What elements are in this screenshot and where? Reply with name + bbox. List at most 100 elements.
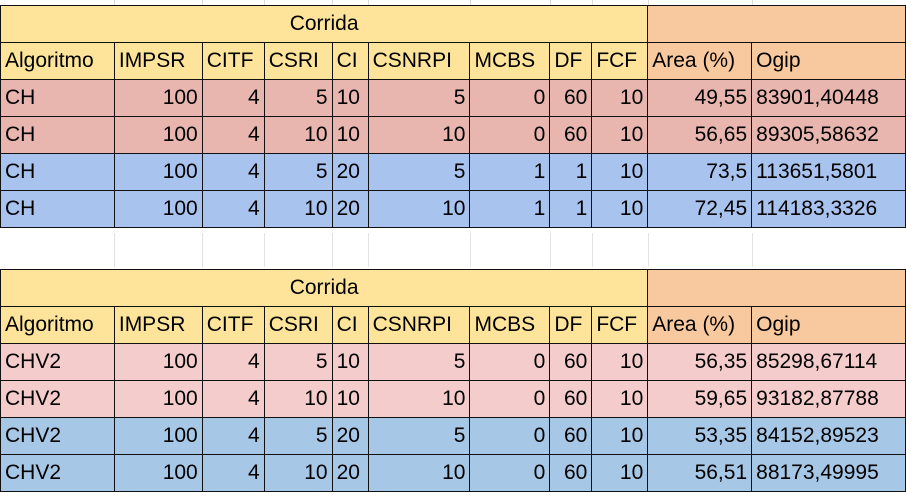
header-impsr[interactable]: IMPSR — [113, 306, 203, 344]
table-title[interactable]: Corrida — [0, 5, 649, 43]
table-title[interactable]: Corrida — [0, 269, 649, 307]
cell[interactable]: 4 — [201, 116, 265, 154]
cell[interactable]: CH — [0, 190, 115, 228]
cell[interactable]: 10 — [591, 116, 649, 154]
cell[interactable]: CH — [0, 153, 115, 191]
header-ci[interactable]: CI — [331, 306, 369, 344]
cell[interactable]: 113651,5801 — [751, 153, 906, 191]
cell[interactable]: 100 — [113, 79, 203, 117]
cell[interactable]: 10 — [331, 380, 369, 418]
cell[interactable]: 20 — [331, 417, 369, 455]
cell[interactable]: 0 — [469, 380, 551, 418]
cell[interactable]: 60 — [549, 343, 593, 381]
header-csri[interactable]: CSRI — [263, 306, 333, 344]
cell[interactable]: 4 — [201, 454, 265, 492]
cell[interactable]: CHV2 — [0, 454, 115, 492]
cell[interactable]: 100 — [113, 454, 203, 492]
cell[interactable]: 0 — [469, 116, 551, 154]
cell[interactable]: 60 — [549, 116, 593, 154]
header-fcf[interactable]: FCF — [591, 42, 649, 80]
cell[interactable]: 4 — [201, 380, 265, 418]
title-cell-blank[interactable] — [647, 269, 906, 307]
cell[interactable]: 5 — [263, 343, 333, 381]
cell[interactable]: 10 — [591, 79, 649, 117]
cell[interactable]: CHV2 — [0, 417, 115, 455]
cell[interactable]: 1 — [469, 153, 551, 191]
header-algoritmo[interactable]: Algoritmo — [0, 306, 115, 344]
header-fcf[interactable]: FCF — [591, 306, 649, 344]
cell[interactable]: 4 — [201, 190, 265, 228]
header-area[interactable]: Area (%) — [647, 42, 753, 80]
cell[interactable]: 100 — [113, 153, 203, 191]
cell[interactable]: 10 — [367, 190, 471, 228]
cell[interactable]: 114183,3326 — [751, 190, 906, 228]
cell[interactable]: CH — [0, 79, 115, 117]
cell[interactable]: 10 — [591, 454, 649, 492]
cell[interactable]: 10 — [591, 153, 649, 191]
title-cell-blank[interactable] — [647, 5, 906, 43]
cell[interactable]: CHV2 — [0, 380, 115, 418]
cell[interactable]: 93182,87788 — [751, 380, 906, 418]
header-citf[interactable]: CITF — [201, 42, 265, 80]
header-impsr[interactable]: IMPSR — [113, 42, 203, 80]
cell[interactable]: 10 — [331, 116, 369, 154]
header-ogip[interactable]: Ogip — [751, 306, 906, 344]
cell[interactable]: 20 — [331, 454, 369, 492]
cell[interactable]: 10 — [331, 343, 369, 381]
header-mcbs[interactable]: MCBS — [469, 42, 551, 80]
cell[interactable]: 10 — [367, 116, 471, 154]
cell[interactable]: 73,5 — [647, 153, 753, 191]
cell[interactable]: 100 — [113, 343, 203, 381]
cell[interactable]: 0 — [469, 79, 551, 117]
cell[interactable]: 60 — [549, 454, 593, 492]
cell[interactable]: 83901,40448 — [751, 79, 906, 117]
cell[interactable]: 10 — [367, 380, 471, 418]
cell[interactable]: 56,35 — [647, 343, 753, 381]
cell[interactable]: 72,45 — [647, 190, 753, 228]
cell[interactable]: 85298,67114 — [751, 343, 906, 381]
cell[interactable]: 5 — [367, 79, 471, 117]
header-df[interactable]: DF — [549, 42, 593, 80]
cell[interactable]: 88173,49995 — [751, 454, 906, 492]
cell[interactable]: 0 — [469, 417, 551, 455]
cell[interactable]: 59,65 — [647, 380, 753, 418]
cell[interactable]: 0 — [469, 343, 551, 381]
header-citf[interactable]: CITF — [201, 306, 265, 344]
cell[interactable]: 10 — [591, 380, 649, 418]
cell[interactable]: 60 — [549, 417, 593, 455]
header-algoritmo[interactable]: Algoritmo — [0, 42, 115, 80]
cell[interactable]: 56,51 — [647, 454, 753, 492]
cell[interactable]: 4 — [201, 79, 265, 117]
cell[interactable]: 100 — [113, 417, 203, 455]
cell[interactable]: 5 — [263, 417, 333, 455]
cell[interactable]: 5 — [367, 417, 471, 455]
cell[interactable]: 20 — [331, 153, 369, 191]
cell[interactable]: 10 — [263, 190, 333, 228]
header-csnrpi[interactable]: CSNRPI — [367, 306, 471, 344]
cell[interactable]: 60 — [549, 380, 593, 418]
header-ci[interactable]: CI — [331, 42, 369, 80]
cell[interactable]: 10 — [331, 79, 369, 117]
cell[interactable]: 10 — [591, 190, 649, 228]
cell[interactable]: 84152,89523 — [751, 417, 906, 455]
cell[interactable]: 100 — [113, 190, 203, 228]
cell[interactable]: 56,65 — [647, 116, 753, 154]
cell[interactable]: 53,35 — [647, 417, 753, 455]
cell[interactable]: 1 — [469, 190, 551, 228]
cell[interactable]: 5 — [367, 343, 471, 381]
cell[interactable]: 10 — [263, 454, 333, 492]
header-area[interactable]: Area (%) — [647, 306, 753, 344]
header-csri[interactable]: CSRI — [263, 42, 333, 80]
header-mcbs[interactable]: MCBS — [469, 306, 551, 344]
cell[interactable]: 20 — [331, 190, 369, 228]
cell[interactable]: 1 — [549, 190, 593, 228]
header-csnrpi[interactable]: CSNRPI — [367, 42, 471, 80]
header-df[interactable]: DF — [549, 306, 593, 344]
cell[interactable]: 4 — [201, 417, 265, 455]
cell[interactable]: CHV2 — [0, 343, 115, 381]
header-ogip[interactable]: Ogip — [751, 42, 906, 80]
cell[interactable]: 5 — [367, 153, 471, 191]
cell[interactable]: 5 — [263, 153, 333, 191]
cell[interactable]: 89305,58632 — [751, 116, 906, 154]
cell[interactable]: 0 — [469, 454, 551, 492]
